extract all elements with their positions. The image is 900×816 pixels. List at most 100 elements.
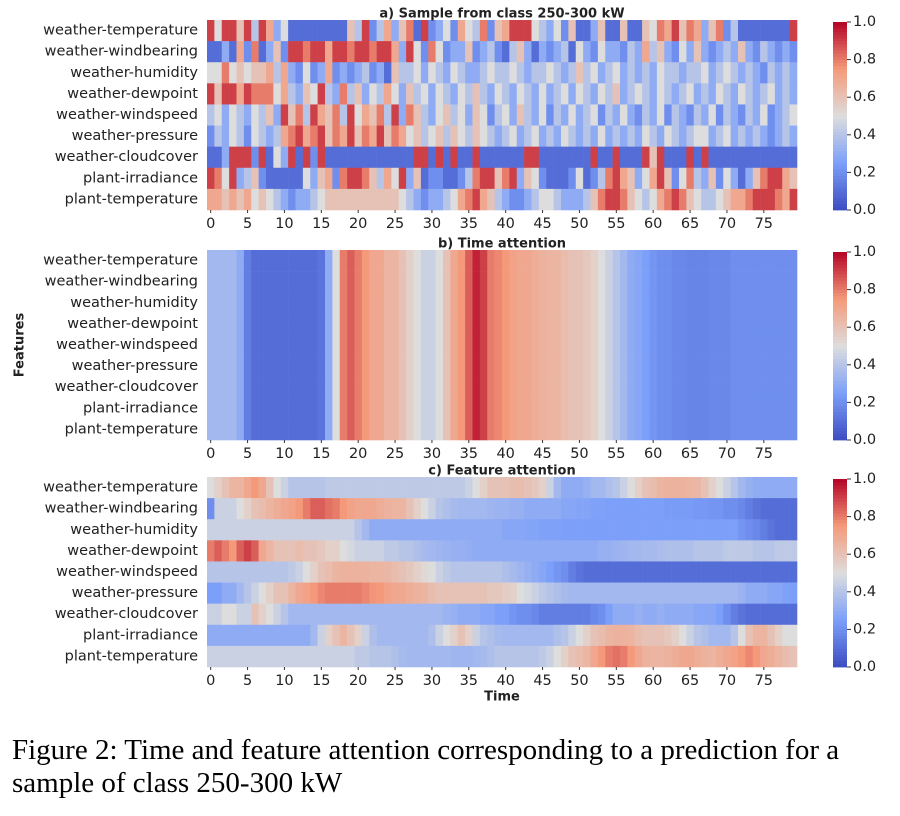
heat-cell bbox=[774, 561, 783, 583]
heat-cell bbox=[207, 334, 215, 356]
heat-cell bbox=[266, 418, 274, 441]
heat-cell bbox=[384, 540, 392, 562]
heat-cell bbox=[317, 477, 326, 499]
heat-cell bbox=[745, 540, 754, 562]
heat-cell bbox=[745, 104, 754, 126]
heat-cell bbox=[583, 104, 591, 126]
heat-cell bbox=[708, 104, 717, 126]
y-tick-label: plant-irradiance bbox=[83, 627, 198, 643]
heat-cell bbox=[730, 41, 739, 63]
heat-cell bbox=[612, 41, 621, 63]
heat-cell bbox=[745, 498, 754, 520]
heat-cell bbox=[229, 292, 237, 314]
colorbar-slice bbox=[833, 427, 847, 431]
heat-cell bbox=[361, 519, 370, 541]
heat-cell bbox=[693, 624, 702, 647]
heat-cell bbox=[479, 397, 488, 420]
heat-cell bbox=[302, 355, 311, 377]
heat-cell bbox=[738, 62, 746, 84]
heat-cell bbox=[516, 498, 525, 520]
heat-cell bbox=[288, 540, 296, 562]
heat-cell bbox=[708, 397, 717, 420]
heat-cell bbox=[583, 188, 591, 211]
heat-cell bbox=[701, 125, 709, 147]
heat-cell bbox=[332, 397, 341, 420]
heat-cell bbox=[457, 167, 466, 190]
heat-cell bbox=[561, 83, 569, 105]
heat-cell bbox=[229, 167, 237, 190]
heat-cell bbox=[767, 125, 776, 147]
heat-cell bbox=[413, 313, 422, 335]
heat-cell bbox=[273, 20, 282, 42]
heat-cell bbox=[649, 20, 658, 42]
y-tick-label: weather-pressure bbox=[72, 585, 198, 601]
heat-cell bbox=[465, 624, 473, 647]
heat-cell bbox=[627, 20, 636, 42]
heat-cell bbox=[229, 334, 237, 356]
heat-cell bbox=[538, 540, 547, 562]
heat-cell bbox=[406, 519, 414, 541]
heat-cell bbox=[701, 582, 709, 604]
heat-cell bbox=[730, 645, 739, 668]
heat-cell bbox=[266, 292, 274, 314]
heat-cell bbox=[738, 519, 746, 541]
colorbar-slice bbox=[833, 579, 847, 583]
heat-cell bbox=[457, 20, 466, 42]
heat-cell bbox=[634, 582, 643, 604]
heat-cell bbox=[701, 167, 709, 190]
colorbar-slice bbox=[833, 336, 847, 341]
heat-cell bbox=[546, 20, 554, 42]
heat-cell bbox=[325, 62, 333, 84]
heat-cell bbox=[221, 540, 230, 562]
heat-cell bbox=[774, 376, 783, 399]
heat-cell bbox=[406, 355, 414, 377]
heat-cell bbox=[664, 645, 672, 668]
heat-cell bbox=[332, 104, 341, 126]
heat-cell bbox=[302, 376, 311, 399]
heat-cell bbox=[745, 167, 754, 190]
heat-cell bbox=[575, 146, 584, 169]
heat-cell bbox=[450, 62, 459, 84]
heat-cell bbox=[531, 188, 540, 211]
heat-cell bbox=[376, 376, 385, 399]
heat-cell bbox=[546, 540, 554, 562]
heat-cell bbox=[509, 603, 518, 626]
heat-cell bbox=[207, 41, 215, 63]
heat-cell bbox=[760, 498, 768, 520]
heat-cell bbox=[406, 20, 414, 42]
heat-cell bbox=[612, 418, 621, 441]
heat-cell bbox=[752, 376, 761, 399]
colorbar-slice bbox=[833, 184, 847, 189]
heat-cell bbox=[310, 355, 318, 377]
x-tick-label: 60 bbox=[644, 673, 662, 689]
heat-cell bbox=[288, 188, 296, 211]
heat-cell bbox=[494, 250, 503, 272]
heat-cell bbox=[479, 498, 488, 520]
heat-cell bbox=[693, 188, 702, 211]
heat-cell bbox=[457, 334, 466, 356]
heat-cell bbox=[738, 41, 746, 63]
heat-cell bbox=[789, 624, 798, 647]
heat-cell bbox=[428, 146, 436, 169]
heat-cell bbox=[671, 603, 680, 626]
heat-cell bbox=[634, 125, 643, 147]
heat-cell bbox=[310, 83, 318, 105]
heat-cell bbox=[531, 418, 540, 441]
heat-cell bbox=[774, 498, 783, 520]
heat-cell bbox=[649, 645, 658, 668]
heat-cell bbox=[420, 20, 429, 42]
heat-cell bbox=[243, 561, 252, 583]
heat-cell bbox=[332, 582, 341, 604]
heat-cell bbox=[310, 271, 318, 293]
heat-cell bbox=[406, 271, 414, 293]
heat-cell bbox=[597, 418, 606, 441]
heat-cell bbox=[516, 83, 525, 105]
heat-cell bbox=[774, 271, 783, 293]
heat-cell bbox=[730, 334, 739, 356]
heat-cell bbox=[443, 292, 451, 314]
heat-cell bbox=[339, 250, 348, 272]
x-tick-label: 50 bbox=[570, 216, 588, 232]
heat-cell bbox=[597, 83, 606, 105]
heat-cell bbox=[701, 83, 709, 105]
colorbar-tick-label: 0.6 bbox=[853, 546, 876, 562]
